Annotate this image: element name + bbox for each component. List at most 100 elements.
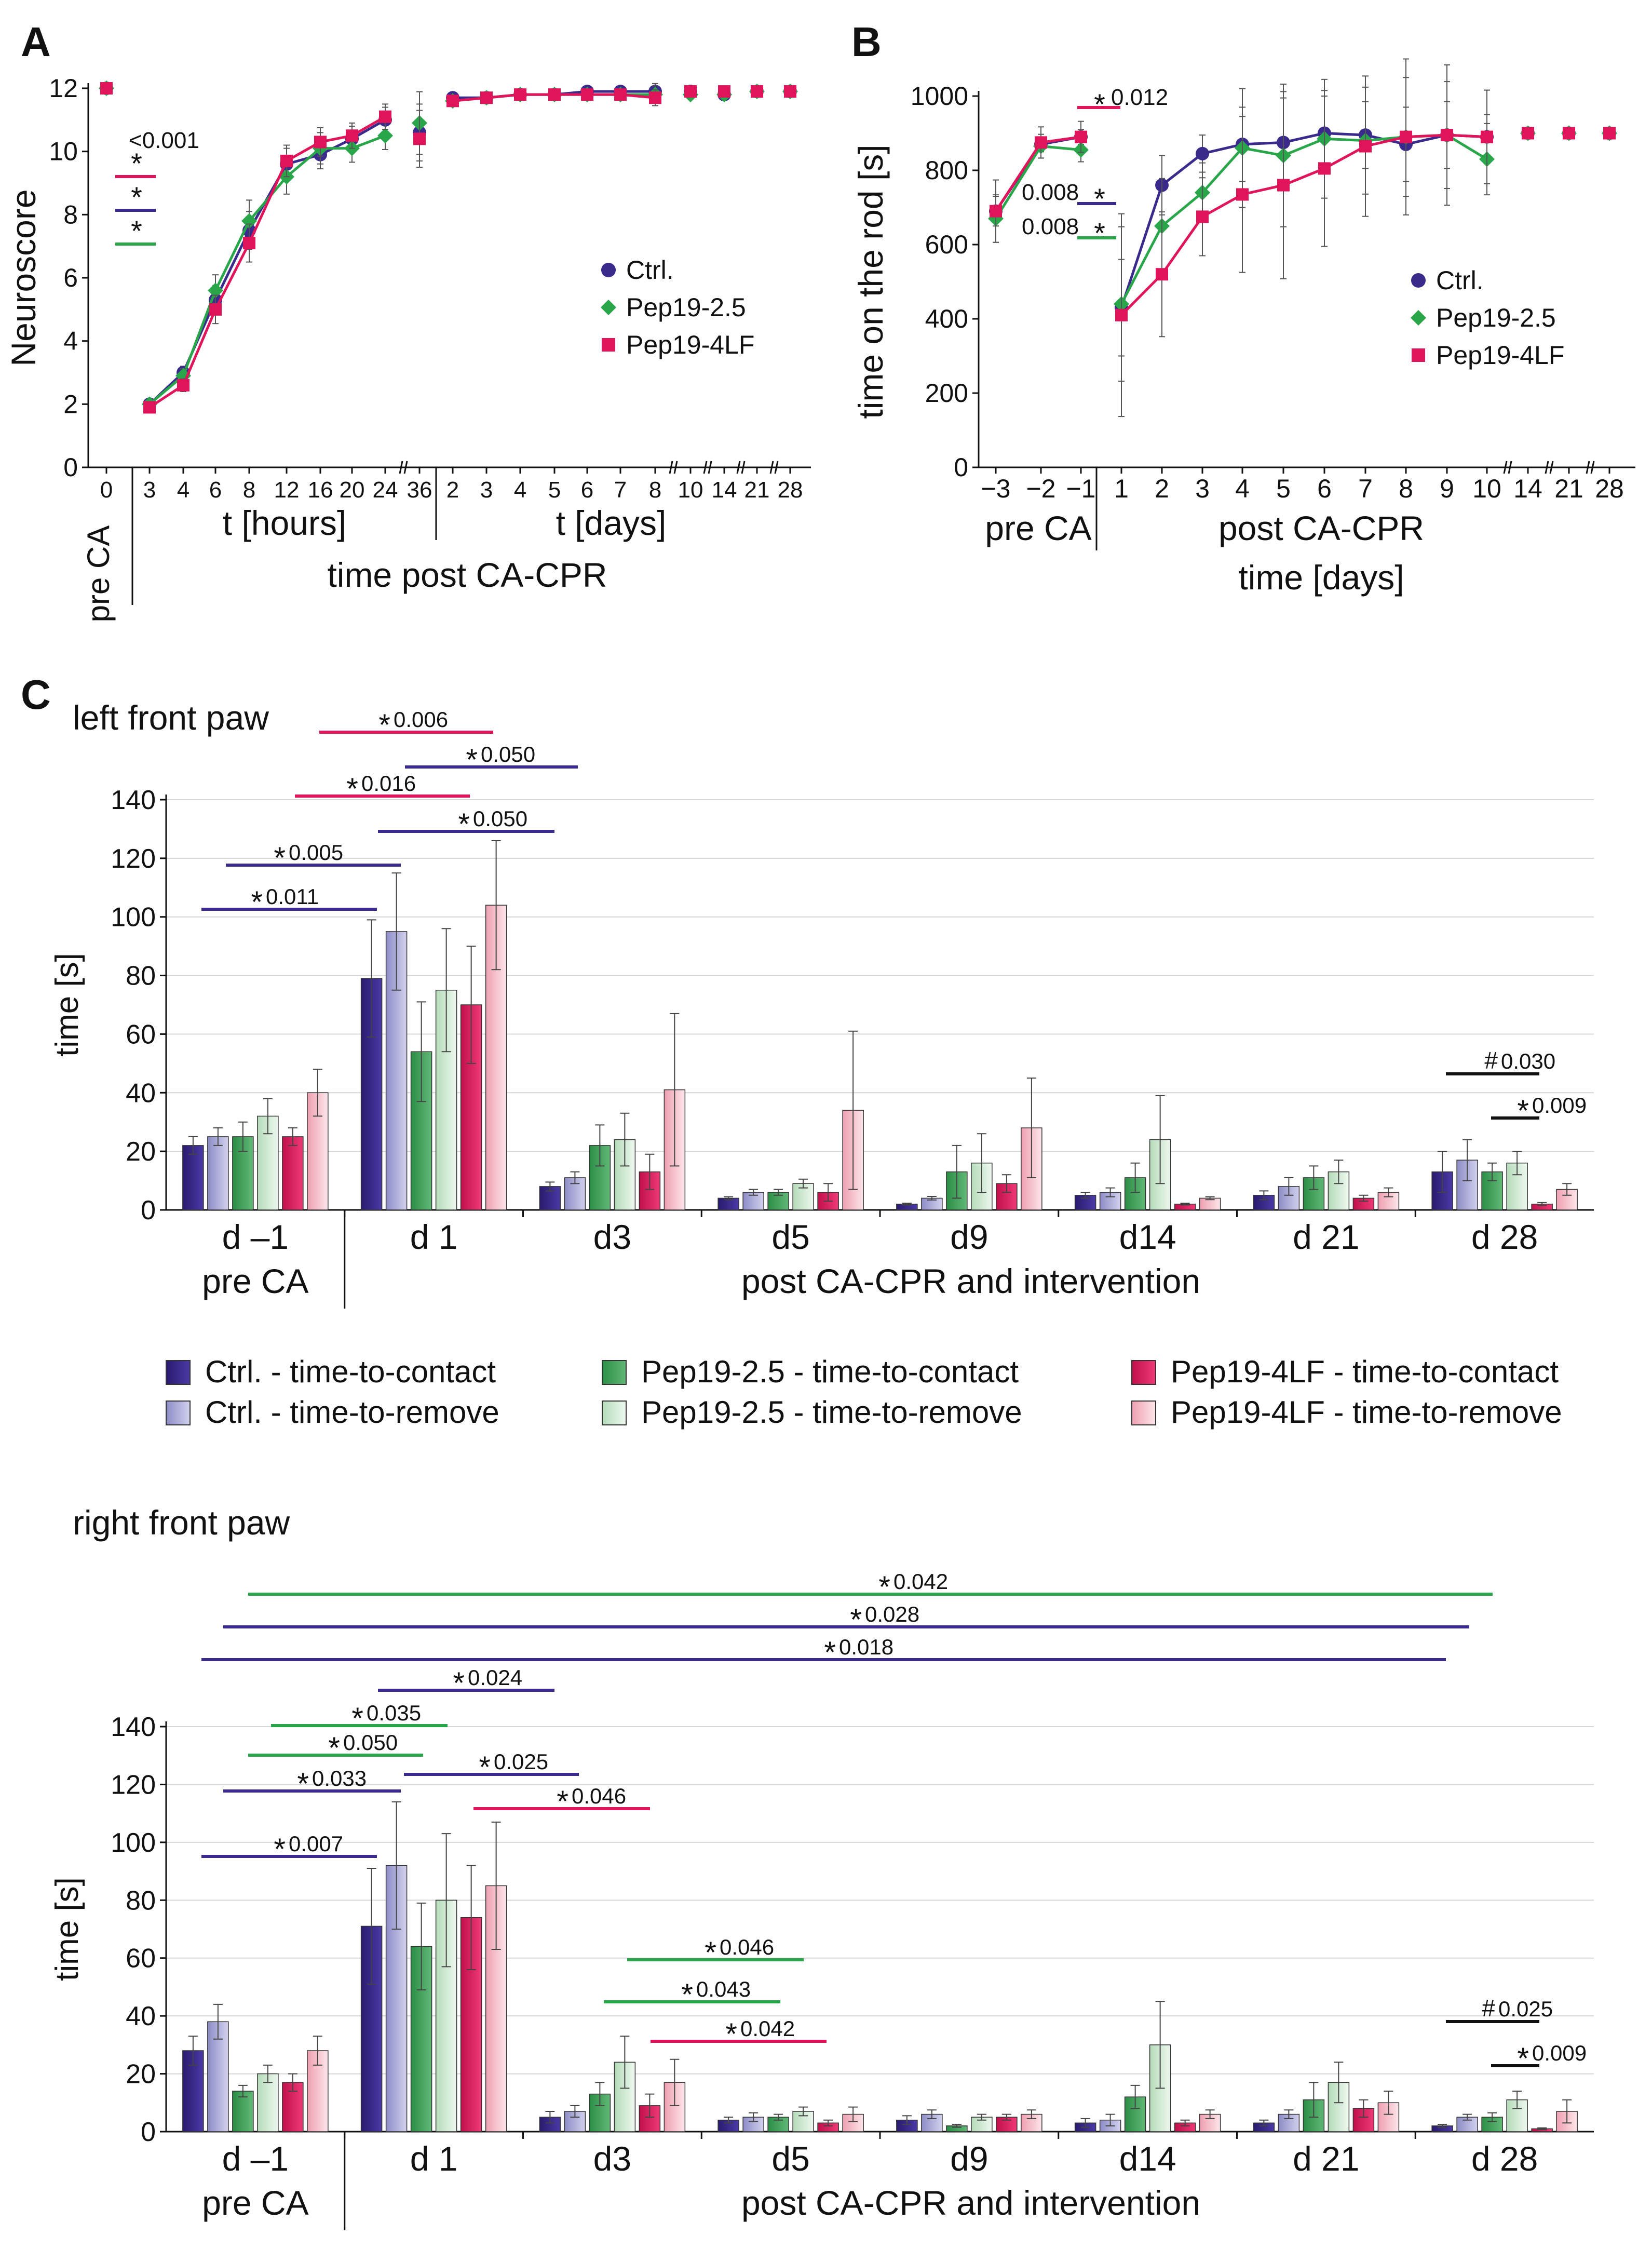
legend-marker-pep19-2-5 <box>1411 310 1426 326</box>
data-point-pep19-4lf <box>614 88 627 101</box>
significance-mark: * <box>251 885 263 919</box>
data-point-pep19-4lf <box>346 129 358 142</box>
significance-p-value: 0.042 <box>893 1569 948 1594</box>
category-label: d 28 <box>1471 2139 1538 2178</box>
y-tick-label: 200 <box>925 379 968 408</box>
x-tick-label: 3 <box>480 477 493 503</box>
data-point-pep19-4lf <box>480 91 493 104</box>
y-tick-label: 20 <box>126 1137 156 1167</box>
legend-label: Pep19-4LF - time-to-remove <box>1171 1395 1562 1430</box>
p-value-annotation: 0.012 <box>1111 85 1168 110</box>
y-tick-label: 0 <box>954 453 968 482</box>
y-tick-label: 100 <box>111 903 156 933</box>
x-tick-label: 6 <box>1317 474 1332 503</box>
data-point-pep19-4lf <box>1400 130 1412 143</box>
panel-c-right-paw-chart: 0 20 40 60 80 100 120 140 time [s] d –1 d 1 d3 d5 d9 d… <box>49 1503 1594 2230</box>
data-point-pep19-4lf <box>718 85 730 98</box>
legend-swatch <box>166 1360 191 1385</box>
x-tick-label: −2 <box>1026 474 1055 503</box>
legend-label: Pep19-2.5 <box>1436 303 1556 332</box>
category-label: d 21 <box>1293 2139 1359 2178</box>
y-tick-label: 4 <box>63 327 78 356</box>
data-point-pep19-4lf <box>684 85 697 98</box>
significance-mark: * <box>1517 2042 1529 2076</box>
axis-break-mark <box>703 461 708 474</box>
significance-p-value: 0.007 <box>289 1831 343 1856</box>
significance-p-value: 0.025 <box>1498 1997 1553 2021</box>
series-line <box>1120 131 1487 308</box>
significance-star: * <box>1094 88 1105 120</box>
category-label: d –1 <box>222 2139 289 2178</box>
legend-swatch <box>602 1400 627 1425</box>
significance-p-value: 0.046 <box>572 1784 626 1808</box>
legend-label: Ctrl. <box>626 255 674 285</box>
data-point-pep19-4lf <box>1522 127 1534 140</box>
y-axis-label: Neuroscore <box>4 189 43 366</box>
bar <box>1328 2082 1350 2132</box>
x-tick-label: 7 <box>1358 474 1373 503</box>
y-axis-label: time on the rod [s] <box>851 144 890 419</box>
axis-break-mark <box>1586 461 1590 474</box>
category-label: d3 <box>593 2139 631 2178</box>
bar <box>282 1136 304 1210</box>
category-label: d5 <box>771 2139 809 2178</box>
x-tick-label: 3 <box>1195 474 1210 503</box>
axis-break-mark <box>1549 461 1554 474</box>
data-point-pep19-4lf <box>379 110 391 123</box>
x-tick-label: 20 <box>340 477 365 503</box>
y-tick-label: 100 <box>111 1828 156 1858</box>
significance-p-value: 0.005 <box>289 840 343 865</box>
legend-marker-pep19-4lf <box>602 338 615 352</box>
significance-mark: * <box>725 2017 737 2051</box>
data-point-pep19-4lf <box>243 237 255 250</box>
bar <box>232 2091 254 2132</box>
axis-break-mark <box>1503 461 1508 474</box>
data-point-pep19-4lf <box>143 401 156 414</box>
data-point-pep19-4lf <box>990 205 1002 218</box>
significance-p-value: 0.011 <box>266 884 319 909</box>
significance-p-value: 0.050 <box>481 742 535 766</box>
x-tick-label: 1 <box>1114 474 1129 503</box>
axis-break-mark <box>774 461 779 474</box>
significance-mark: * <box>453 1666 465 1700</box>
significance-p-value: 0.025 <box>494 1749 548 1774</box>
data-point-pep19-4lf <box>177 379 189 392</box>
x-tick-label: 21 <box>744 477 770 503</box>
data-point-ctrl <box>1196 146 1209 160</box>
axis-break-mark <box>673 461 678 474</box>
data-point-pep19-4lf <box>1563 127 1575 140</box>
significance-mark: * <box>458 807 470 841</box>
hours-group-label: t [hours] <box>223 504 346 542</box>
data-point-pep19-4lf <box>1115 308 1128 321</box>
x-tick-label: 10 <box>1472 474 1501 503</box>
data-point-pep19-2-5 <box>241 213 257 229</box>
x-tick-label: 6 <box>209 477 222 503</box>
significance-p-value: 0.033 <box>312 1766 367 1790</box>
x-tick-label: −1 <box>1066 474 1095 503</box>
legend-swatch <box>1131 1400 1156 1425</box>
axis-break-mark <box>708 461 712 474</box>
x-tick-label: 8 <box>1399 474 1413 503</box>
category-label: d14 <box>1119 2139 1176 2178</box>
legend-label: Ctrl. <box>1436 266 1484 295</box>
y-tick-label: 140 <box>111 1712 156 1742</box>
significance-mark: * <box>274 841 286 875</box>
data-point-pep19-4lf <box>784 85 796 98</box>
bar <box>207 1136 229 1210</box>
x-tick-label: 10 <box>678 477 703 503</box>
panel-letter-a: A <box>21 19 51 65</box>
significance-mark: * <box>297 1767 309 1801</box>
x-tick-label: 8 <box>243 477 255 503</box>
x-tick-label: 8 <box>649 477 661 503</box>
x-tick-label: 21 <box>1554 474 1583 503</box>
significance-p-value: 0.009 <box>1532 2041 1587 2065</box>
significance-mark: * <box>479 1750 491 1784</box>
data-point-pep19-4lf <box>581 88 593 101</box>
y-tick-label: 2 <box>63 389 78 419</box>
pre-ca-label: pre CA <box>985 509 1091 547</box>
post-ca-cpr-label: post CA-CPR <box>1218 509 1424 547</box>
significance-mark: * <box>850 1603 862 1637</box>
panel-c-left-paw-chart: C 0 20 40 60 80 100 120 140 time [s] d –1 d 1 d3 d5 d9… <box>21 671 1594 1309</box>
y-tick-label: 0 <box>141 1195 156 1225</box>
